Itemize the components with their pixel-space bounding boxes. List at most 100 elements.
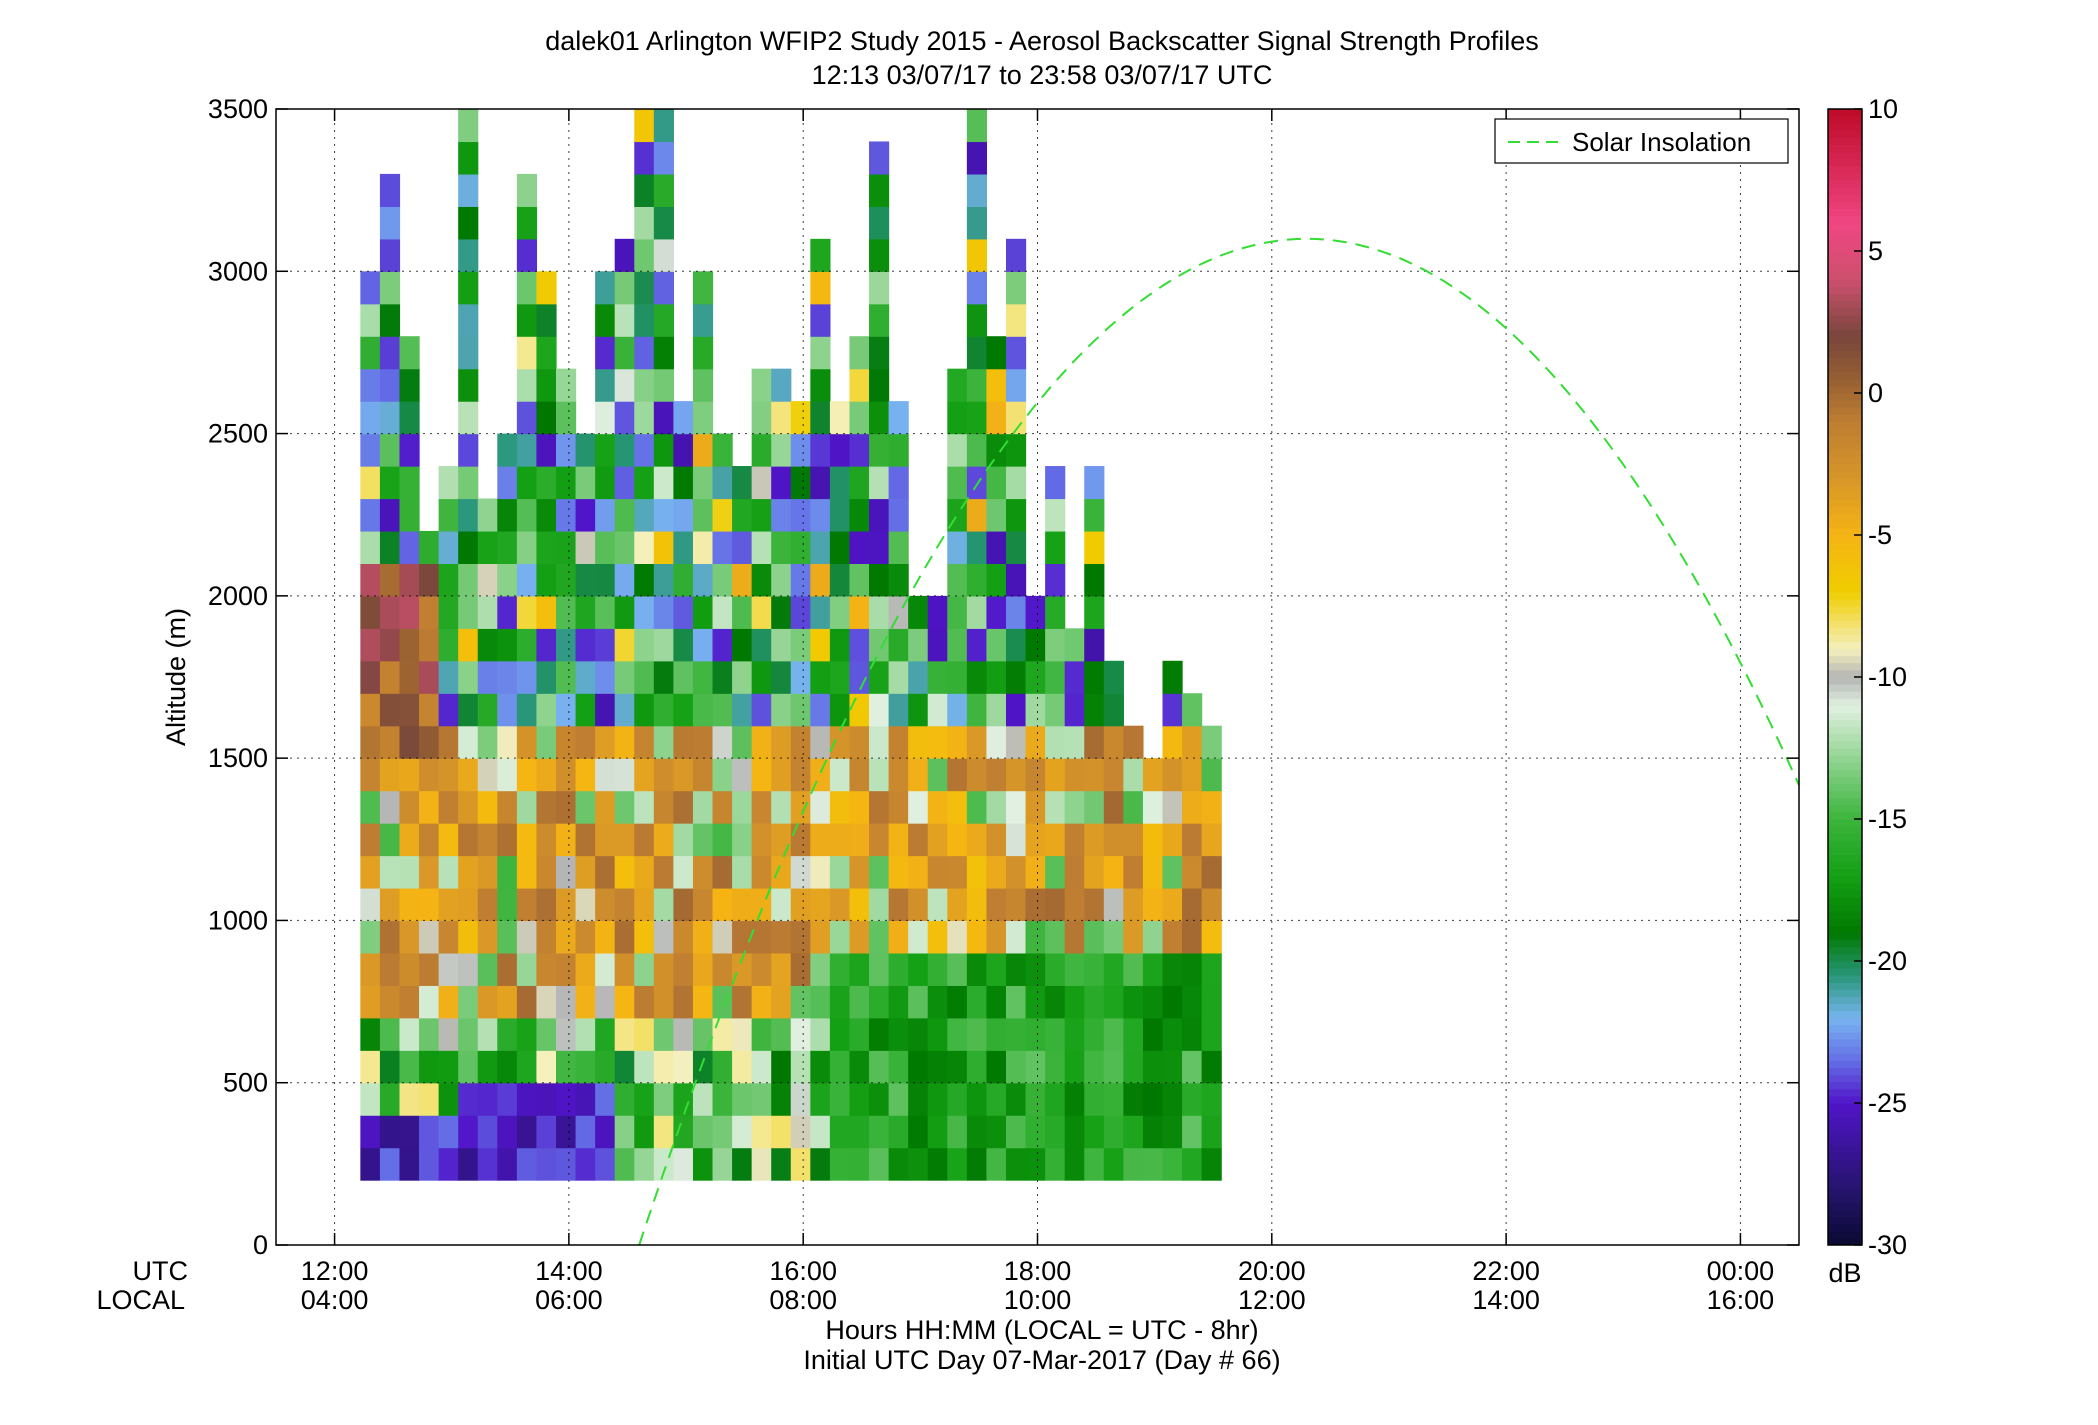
- backscatter-cell: [1182, 855, 1203, 889]
- backscatter-cell: [595, 790, 616, 824]
- backscatter-cell: [908, 660, 929, 694]
- backscatter-cell: [595, 823, 616, 857]
- colorbar-band: [1828, 684, 1862, 692]
- backscatter-cell: [849, 952, 870, 986]
- backscatter-cell: [536, 693, 557, 727]
- backscatter-cell: [849, 660, 870, 694]
- colorbar-band: [1828, 953, 1862, 962]
- backscatter-cell: [986, 1115, 1007, 1149]
- colorbar-band: [1828, 925, 1862, 934]
- backscatter-cell: [810, 887, 831, 922]
- colorbar-band: [1828, 300, 1862, 309]
- colorbar-band: [1828, 449, 1862, 458]
- backscatter-cell: [712, 466, 733, 500]
- backscatter-cell: [399, 985, 420, 1019]
- backscatter-cell: [888, 1115, 909, 1149]
- backscatter-cell: [1103, 1115, 1124, 1149]
- backscatter-cell: [614, 725, 635, 759]
- backscatter-cell: [829, 563, 851, 597]
- backscatter-cell: [1045, 985, 1066, 1019]
- backscatter-cell: [1103, 693, 1124, 727]
- backscatter-cell: [575, 920, 596, 954]
- backscatter-cell: [634, 401, 655, 435]
- backscatter-cell: [1201, 1115, 1222, 1149]
- colorbar-band: [1828, 946, 1862, 955]
- backscatter-cell: [1162, 790, 1183, 824]
- backscatter-cell: [908, 758, 929, 792]
- backscatter-cell: [399, 530, 420, 564]
- backscatter-cell: [1182, 758, 1203, 792]
- backscatter-cell: [379, 1115, 401, 1149]
- backscatter-cell: [947, 693, 968, 727]
- backscatter-cell: [712, 595, 733, 629]
- backscatter-cell: [1045, 660, 1066, 694]
- backscatter-cell: [1045, 952, 1066, 986]
- backscatter-cell: [360, 920, 381, 954]
- backscatter-cell: [399, 336, 420, 370]
- colorbar-band: [1828, 1046, 1862, 1054]
- backscatter-cell: [947, 952, 968, 986]
- backscatter-cell: [536, 303, 557, 337]
- backscatter-cell: [1084, 790, 1105, 824]
- backscatter-cell: [849, 563, 870, 597]
- backscatter-cell: [869, 725, 890, 759]
- backscatter-cell: [477, 595, 498, 629]
- backscatter-cell: [536, 563, 557, 597]
- backscatter-cell: [692, 1147, 714, 1181]
- backscatter-cell: [869, 141, 890, 175]
- colorbar-band: [1828, 1131, 1862, 1139]
- colorbar-band: [1828, 180, 1862, 188]
- backscatter-cell: [477, 1115, 498, 1149]
- backscatter-cell: [927, 1082, 948, 1116]
- backscatter-cell: [419, 1147, 440, 1181]
- colorbar-band: [1828, 520, 1862, 529]
- backscatter-cell: [497, 1082, 518, 1116]
- backscatter-cell: [634, 141, 655, 175]
- backscatter-cell: [1005, 271, 1027, 305]
- backscatter-cell: [379, 466, 401, 500]
- backscatter-cell: [536, 1050, 557, 1084]
- colorbar-band: [1828, 1209, 1862, 1218]
- backscatter-cell: [869, 758, 890, 792]
- colorbar-band: [1828, 272, 1862, 280]
- backscatter-cell: [966, 1082, 988, 1116]
- x-tick-label-utc: 00:00: [1707, 1256, 1775, 1286]
- backscatter-cell: [732, 985, 753, 1019]
- backscatter-cell: [438, 985, 459, 1019]
- backscatter-cell: [497, 855, 518, 889]
- backscatter-cell: [986, 595, 1007, 629]
- backscatter-cell: [1064, 1017, 1085, 1051]
- colorbar-band: [1828, 485, 1862, 493]
- backscatter-cell: [732, 1147, 753, 1181]
- backscatter-cell: [888, 498, 909, 532]
- backscatter-cell: [790, 1147, 811, 1181]
- backscatter-cell: [399, 855, 420, 889]
- backscatter-cell: [614, 985, 635, 1019]
- backscatter-cell: [516, 173, 538, 207]
- backscatter-cell: [1045, 1050, 1066, 1084]
- backscatter-cell: [634, 563, 655, 597]
- backscatter-cell: [1045, 1082, 1066, 1116]
- backscatter-cell: [849, 725, 870, 759]
- backscatter-cell: [516, 595, 538, 629]
- backscatter-cell: [595, 920, 616, 954]
- colorbar-band: [1828, 371, 1862, 380]
- backscatter-cell: [399, 758, 420, 792]
- x-tick-label-utc: 14:00: [535, 1256, 603, 1286]
- backscatter-cell: [399, 628, 420, 662]
- backscatter-cell: [790, 433, 811, 467]
- backscatter-cell: [849, 1017, 870, 1051]
- legend-box: [1494, 118, 1789, 164]
- colorbar-band: [1828, 1216, 1862, 1225]
- backscatter-cell: [379, 758, 401, 792]
- backscatter-cell: [1142, 920, 1164, 954]
- colorbar-band: [1828, 378, 1862, 387]
- backscatter-cell: [1045, 498, 1066, 532]
- colorbar-band: [1828, 932, 1862, 941]
- colorbar-band: [1828, 1032, 1862, 1040]
- backscatter-cell: [536, 1115, 557, 1149]
- backscatter-cell: [477, 1050, 498, 1084]
- backscatter-cell: [1201, 1082, 1222, 1116]
- backscatter-cell: [692, 660, 714, 694]
- backscatter-cell: [438, 1147, 459, 1181]
